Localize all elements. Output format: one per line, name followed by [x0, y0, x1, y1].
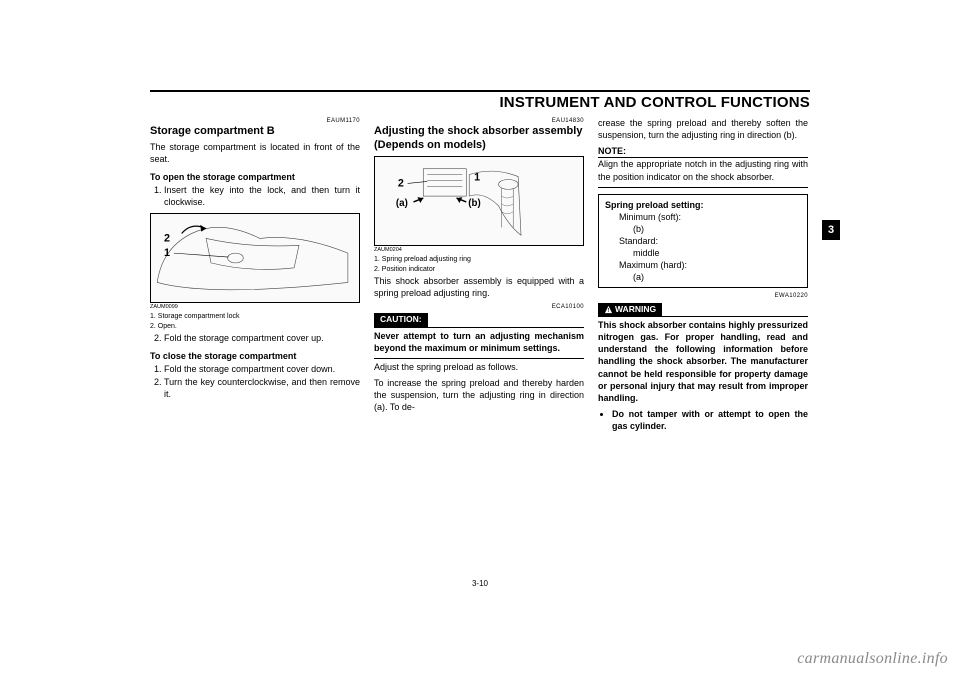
fig2-label-a: (a): [396, 197, 408, 208]
open-step-2: Fold the storage compartment cover up.: [164, 332, 360, 344]
figure-shock-absorber: 2 1 (a) (b): [374, 156, 584, 246]
note-rule: [598, 187, 808, 188]
warning-bullet-1: Do not tamper with or attempt to open th…: [612, 408, 808, 432]
column-1: EAUM1170 Storage compartment B The stora…: [150, 117, 360, 432]
setting-max-val: (a): [605, 271, 801, 283]
ref-code: EAUM1170: [150, 117, 360, 125]
figure-storage-compartment: 2 1: [150, 213, 360, 303]
columns: EAUM1170 Storage compartment B The stora…: [150, 117, 810, 432]
intro-text: The storage compartment is located in fr…: [150, 141, 360, 165]
svg-text:!: !: [608, 308, 610, 314]
warning-triangle-icon: !: [604, 305, 613, 314]
warning-label: WARNING: [615, 304, 656, 314]
warning-code: EWA10220: [598, 292, 808, 300]
close-step-1: Fold the storage compartment cover down.: [164, 363, 360, 375]
setting-std-val: middle: [605, 247, 801, 259]
caution-text: Never attempt to turn an adjusting mecha…: [374, 330, 584, 354]
note-label: NOTE:: [598, 145, 808, 158]
fig1-code: ZAUM0099: [150, 304, 360, 311]
warning-bullets: Do not tamper with or attempt to open th…: [598, 408, 808, 432]
fig1-caption-1: 1. Storage compartment lock: [150, 312, 360, 321]
setting-std-label: Standard:: [605, 235, 801, 247]
open-step-1: Insert the key into the lock, and then t…: [164, 184, 360, 208]
shock-intro: This shock absorber assembly is equipped…: [374, 275, 584, 299]
caution-tag: CAUTION:: [374, 313, 428, 326]
adjust-increase: To increase the spring preload and there…: [374, 377, 584, 413]
caution-rule: [374, 327, 584, 328]
spring-preload-setting-box: Spring preload setting: Minimum (soft): …: [598, 194, 808, 289]
setting-max-label: Maximum (hard):: [605, 259, 801, 271]
top-rule: [150, 90, 810, 92]
column-3: crease the spring preload and thereby so…: [598, 117, 808, 432]
close-heading: To close the storage compartment: [150, 350, 360, 362]
adjust-decrease: crease the spring preload and thereby so…: [598, 117, 808, 141]
fig1-label-2: 2: [164, 232, 170, 244]
fig2-caption-2: 2. Position indicator: [374, 265, 584, 274]
warning-text: This shock absorber contains highly pres…: [598, 319, 808, 404]
heading-shock-absorber: Adjusting the shock absorber assembly (D…: [374, 125, 584, 153]
fig2-label-2: 2: [398, 177, 404, 189]
note-text: Align the appropriate notch in the ad­ju…: [598, 158, 808, 182]
warning-tag: ! WARNING: [598, 303, 662, 316]
fig2-caption-1: 1. Spring preload adjusting ring: [374, 255, 584, 264]
caution-rule-bottom: [374, 358, 584, 359]
page-title: INSTRUMENT AND CONTROL FUNCTIONS: [150, 94, 810, 111]
fig2-code: ZAUM0204: [374, 247, 584, 254]
setting-min-val: (b): [605, 223, 801, 235]
column-2: EAU14830 Adjusting the shock absorber as…: [374, 117, 584, 432]
adjust-intro: Adjust the spring preload as follows.: [374, 361, 584, 373]
setting-min-label: Minimum (soft):: [605, 211, 801, 223]
caution-code: ECA10100: [374, 303, 584, 311]
heading-storage-b: Storage compartment B: [150, 125, 360, 139]
page-number: 3-10: [150, 579, 810, 588]
fig1-caption-2: 2. Open.: [150, 322, 360, 331]
chapter-tab: 3: [822, 220, 840, 240]
watermark: carmanualsonline.info: [797, 650, 948, 668]
fig2-label-1: 1: [474, 171, 480, 183]
warning-rule: [598, 316, 808, 317]
manual-page: INSTRUMENT AND CONTROL FUNCTIONS 3 EAUM1…: [150, 90, 810, 590]
close-steps: Fold the storage compartment cover down.…: [150, 363, 360, 400]
open-heading: To open the storage compartment: [150, 171, 360, 183]
fig2-label-b: (b): [468, 197, 480, 208]
close-step-2: Turn the key counterclockwise, and then …: [164, 376, 360, 400]
setting-title: Spring preload setting:: [605, 199, 801, 211]
ref-code: EAU14830: [374, 117, 584, 125]
open-steps: Insert the key into the lock, and then t…: [150, 184, 360, 208]
fig1-label-1: 1: [164, 247, 170, 259]
open-steps-2: Fold the storage compartment cover up.: [150, 332, 360, 344]
